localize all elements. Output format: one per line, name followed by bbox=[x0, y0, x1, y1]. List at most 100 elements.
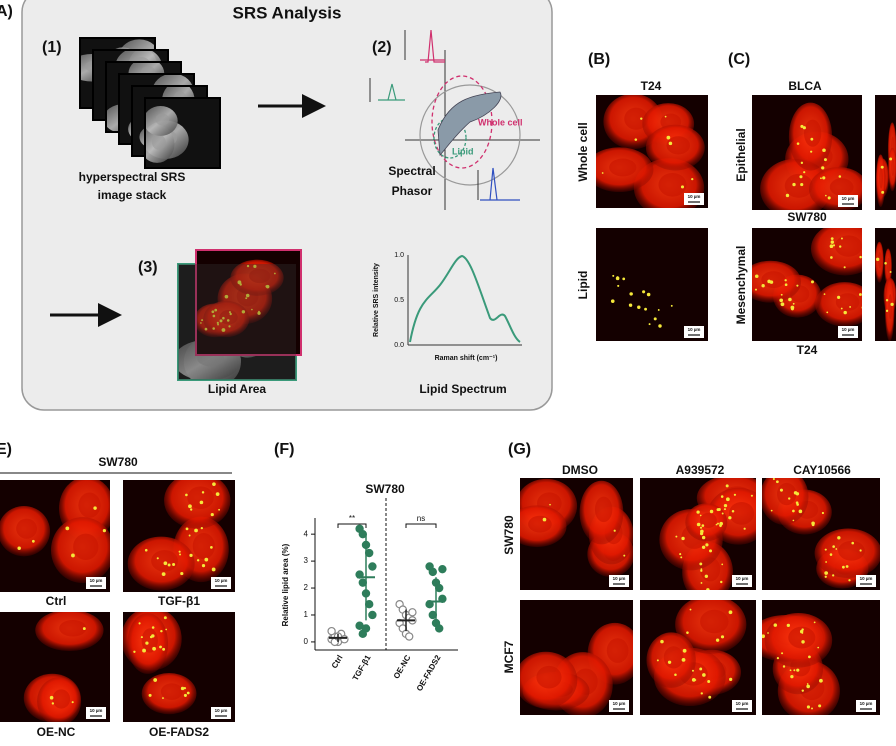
lipid-droplet bbox=[754, 274, 759, 279]
lipid-droplet bbox=[861, 306, 862, 309]
lipid-droplet bbox=[843, 310, 847, 315]
lipid-droplet bbox=[798, 509, 803, 514]
lipid-droplet bbox=[770, 509, 773, 512]
data-point bbox=[368, 610, 377, 620]
lipid-droplet bbox=[613, 529, 616, 532]
lipid-droplet bbox=[824, 548, 827, 551]
microscopy-image: 10 µm bbox=[596, 228, 708, 341]
lipid-droplet bbox=[767, 632, 769, 634]
lipid-droplet bbox=[785, 193, 790, 198]
caption: Lipid Spectrum bbox=[419, 382, 506, 396]
nucleus bbox=[219, 309, 238, 325]
nucleus bbox=[886, 257, 891, 273]
lipid-droplet bbox=[775, 480, 779, 484]
lipid-droplet bbox=[246, 264, 250, 268]
image-content: 10 µm bbox=[123, 612, 235, 722]
lipid-droplet bbox=[723, 591, 725, 593]
lipid-droplet bbox=[784, 283, 788, 287]
lipid-droplet bbox=[881, 190, 885, 194]
lipid-droplet bbox=[228, 325, 231, 328]
lipid-droplet bbox=[691, 177, 694, 181]
panel-label: A) bbox=[0, 3, 13, 20]
lipid-droplet bbox=[148, 693, 152, 697]
image-content: 10 µm bbox=[762, 600, 880, 715]
lipid-droplet bbox=[133, 650, 136, 653]
x-tick-label: OE-NC bbox=[392, 653, 413, 680]
lipid-droplet bbox=[93, 506, 97, 510]
overlay bbox=[178, 264, 296, 380]
nucleus bbox=[536, 665, 562, 689]
lipid-droplet bbox=[217, 323, 220, 326]
lipid-droplet bbox=[823, 293, 826, 295]
lipid-droplet bbox=[245, 297, 248, 300]
lipid-droplet bbox=[707, 680, 711, 683]
lipid-droplet bbox=[201, 491, 205, 494]
lipid-droplet bbox=[829, 244, 834, 248]
nucleus bbox=[658, 172, 687, 197]
data-point bbox=[368, 562, 377, 571]
row-label: SW780 bbox=[502, 515, 516, 555]
lipid-droplet bbox=[689, 608, 692, 611]
lipid-droplet bbox=[830, 240, 835, 244]
lipid-droplet bbox=[832, 574, 835, 577]
scale-bar-label: 10 µm bbox=[736, 576, 749, 581]
lipid-droplet bbox=[183, 693, 187, 697]
lipid-droplet bbox=[699, 514, 702, 517]
nucleus bbox=[141, 628, 158, 653]
lipid-droplet bbox=[721, 563, 724, 566]
lipid-droplet bbox=[728, 610, 733, 615]
microscopy-image: 10 µm bbox=[752, 95, 862, 210]
lipid-droplet bbox=[629, 292, 633, 296]
lipid-droplet bbox=[204, 327, 208, 331]
nucleus bbox=[891, 158, 895, 177]
data-point bbox=[408, 608, 417, 617]
lipid-droplet bbox=[799, 175, 803, 179]
lipid-droplet bbox=[810, 280, 814, 284]
lipid-droplet bbox=[153, 678, 158, 682]
nucleus bbox=[606, 638, 629, 663]
scale-bar-label: 10 µm bbox=[215, 708, 228, 713]
scale-bar-label: 10 µm bbox=[736, 701, 749, 706]
lipid-droplet bbox=[808, 655, 811, 659]
nucleus bbox=[160, 683, 183, 700]
lipid-droplet bbox=[200, 322, 202, 324]
lipid-droplet bbox=[885, 299, 889, 302]
lipid-droplet bbox=[715, 638, 720, 642]
lipid-droplet bbox=[196, 559, 200, 562]
lipid-droplet bbox=[830, 256, 833, 259]
lipid-droplet bbox=[754, 288, 757, 291]
x-tick-label: Ctrl bbox=[330, 654, 345, 670]
lipid-droplet bbox=[682, 648, 687, 653]
nucleus bbox=[761, 271, 786, 288]
phasor-label: Lipid bbox=[452, 146, 474, 156]
lipid-droplet bbox=[790, 675, 794, 679]
scale-bar-label: 10 µm bbox=[842, 196, 855, 201]
lipid-droplet bbox=[818, 704, 822, 708]
lipid-droplet bbox=[719, 525, 722, 528]
lipid-droplet bbox=[241, 310, 246, 314]
data-point bbox=[361, 624, 371, 633]
lipid-droplet bbox=[792, 509, 795, 513]
lipid-droplet bbox=[660, 639, 664, 644]
lipid-droplet bbox=[215, 492, 220, 496]
lipid-droplet bbox=[228, 311, 231, 314]
lipid-droplet bbox=[796, 503, 799, 506]
lipid-droplet bbox=[840, 307, 843, 310]
caption: OE-FADS2 bbox=[149, 725, 209, 739]
microscopy-image: 10 µm bbox=[762, 478, 880, 590]
column-label: DMSO bbox=[562, 463, 598, 477]
lipid-droplet bbox=[31, 539, 35, 543]
nucleus bbox=[835, 293, 860, 311]
nucleus bbox=[78, 492, 101, 518]
data-point bbox=[327, 626, 336, 636]
panel-label: E) bbox=[0, 441, 12, 458]
lipid-droplet bbox=[82, 627, 86, 631]
lipid-droplet bbox=[183, 686, 187, 690]
lipid-droplet bbox=[822, 148, 826, 153]
lipid-droplet bbox=[657, 309, 660, 311]
lipid-droplet bbox=[749, 273, 751, 275]
lipid-droplet bbox=[845, 565, 849, 568]
scale-bar-label: 10 µm bbox=[860, 576, 873, 581]
lipid-droplet bbox=[186, 691, 190, 695]
microscopy-image: 10 µm bbox=[749, 228, 862, 341]
